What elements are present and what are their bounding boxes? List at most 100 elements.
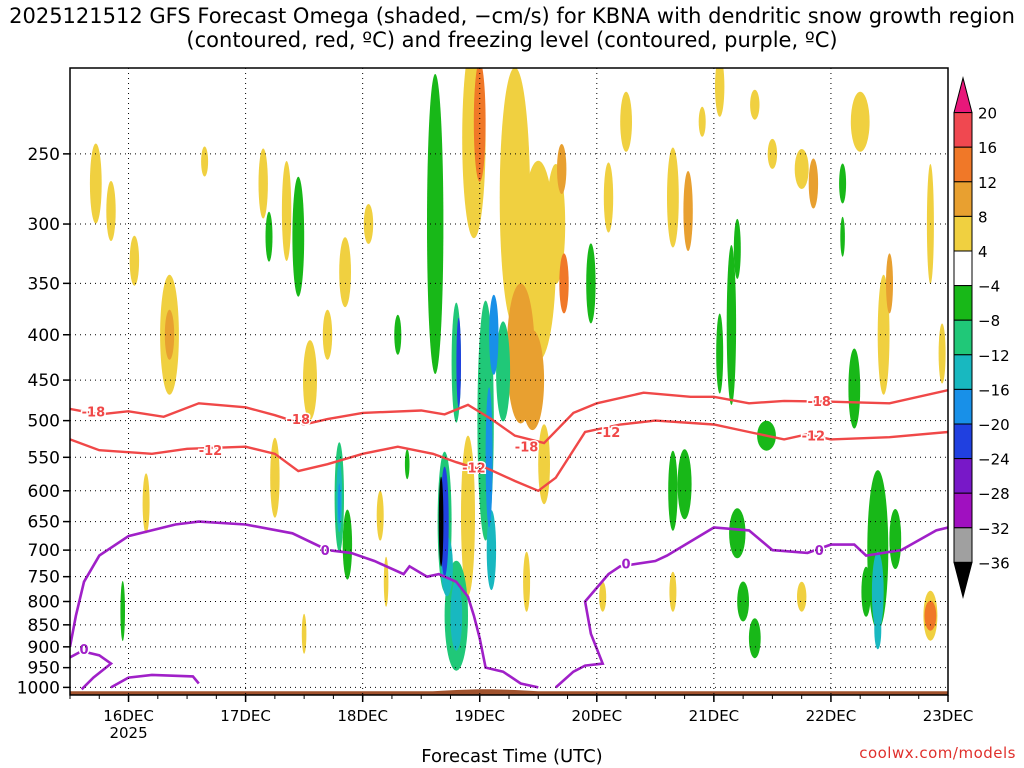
omega-cell: [924, 600, 937, 631]
omega-cell: [394, 314, 402, 355]
x-year-label: 2025: [109, 724, 147, 742]
contour-label: 0: [815, 544, 824, 559]
x-tick-label: 18DEC: [337, 707, 388, 725]
y-tick-label: 450: [28, 371, 60, 391]
colorbar-label: −28: [978, 485, 1010, 503]
y-tick-label: 850: [28, 616, 60, 636]
omega-cell: [767, 138, 778, 169]
omega-cell: [794, 149, 809, 189]
omega-cell: [523, 551, 531, 612]
colorbar-label: −20: [978, 416, 1010, 434]
contour-label: -18: [515, 441, 539, 456]
colorbar-box: [953, 112, 973, 148]
omega-cell: [383, 556, 389, 607]
omega-cell: [677, 449, 692, 520]
freezing-level-contour: [554, 526, 948, 689]
colorbar-label: 8: [978, 208, 988, 226]
omega-cell: [603, 162, 614, 233]
colorbar-box: [953, 423, 973, 460]
colorbar-box: [953, 285, 973, 321]
contour-label: -18: [287, 413, 311, 428]
omega-cell: [797, 581, 807, 612]
omega-cell: [886, 253, 893, 314]
x-axis-title: Forecast Time (UTC): [421, 746, 603, 767]
omega-cell: [750, 89, 760, 120]
omega-cell: [538, 424, 550, 505]
colorbar-label: 4: [978, 243, 988, 261]
omega-cell: [120, 581, 125, 641]
omega-cell: [404, 449, 410, 480]
x-tick-label: 21DEC: [689, 707, 740, 725]
colorbar-label: −24: [978, 451, 1010, 469]
freezing-level-contour: [110, 673, 200, 689]
y-tick-label: 300: [28, 215, 60, 235]
contour-label: -12: [199, 444, 223, 459]
omega-cell: [840, 216, 845, 257]
y-tick-label: 500: [28, 412, 60, 432]
dgz-contour--18: [70, 389, 948, 445]
omega-cell: [258, 148, 268, 219]
contour-label: -18: [82, 405, 106, 420]
omega-cell: [715, 68, 725, 117]
omega-cell: [599, 581, 607, 612]
contour-label: -12: [462, 462, 486, 477]
colorbar-box: [953, 181, 973, 217]
colorbar-box: [953, 250, 973, 287]
colorbar-label: −12: [978, 347, 1010, 365]
colorbar-box: [953, 146, 973, 183]
omega-cell: [850, 91, 870, 152]
y-tick-label: 1000: [17, 678, 60, 698]
omega-cell: [667, 147, 679, 248]
contour-label: -12: [802, 430, 826, 445]
omega-cell: [376, 490, 384, 541]
omega-cell: [363, 204, 374, 244]
colorbar-label: −4: [978, 278, 1000, 296]
contour-label: 0: [80, 643, 89, 658]
omega-cell: [142, 473, 150, 534]
omega-cell: [485, 387, 493, 528]
x-tick-label: 19DEC: [454, 707, 505, 725]
omega-cell: [733, 218, 741, 279]
plot-area: -18 -18 -18 -18 -12 -12 -12 -12 0 0 0 0: [70, 68, 948, 695]
x-tick-label: 16DEC: [103, 707, 154, 725]
colorbar-label: 16: [978, 139, 997, 157]
omega-cell: [871, 551, 884, 632]
y-tick-label: 550: [28, 448, 60, 468]
dgz-contour--12: [70, 419, 948, 493]
omega-cell: [106, 181, 116, 241]
omega-cell: [737, 581, 749, 622]
omega-cell: [461, 435, 475, 596]
colorbar-box: [953, 388, 973, 425]
y-tick-label: 750: [28, 568, 60, 588]
omega-cell: [559, 253, 569, 314]
contour-label: 0: [622, 558, 631, 573]
x-tick-label: 22DEC: [806, 707, 857, 725]
y-tick-label: 650: [28, 513, 60, 533]
omega-cell: [129, 235, 140, 286]
omega-cell: [669, 571, 677, 612]
omega-cell: [281, 161, 292, 261]
x-tick-label: 23DEC: [923, 707, 974, 725]
omega-cell: [889, 509, 902, 569]
credit-link[interactable]: coolwx.com/models: [859, 744, 1016, 762]
omega-cell: [456, 317, 462, 408]
omega-cell: [201, 146, 209, 177]
y-tick-label: 700: [28, 541, 60, 561]
omega-cell: [473, 68, 486, 182]
colorbar-box: [953, 215, 973, 252]
omega-cell: [748, 618, 761, 659]
omega-cell: [339, 237, 351, 308]
y-tick-label: 600: [28, 482, 60, 502]
y-tick-label: 250: [28, 145, 60, 165]
colorbar-box: [953, 458, 973, 494]
omega-cell: [877, 274, 890, 395]
omega-cell: [450, 580, 463, 651]
omega-cell: [496, 321, 511, 422]
y-tick-label: 350: [28, 274, 60, 294]
colorbar-label: 12: [978, 174, 997, 192]
contour-label: 0: [321, 544, 330, 559]
colorbar-box: [953, 319, 973, 356]
colorbar-label: 20: [978, 105, 997, 123]
omega-cell: [489, 294, 499, 375]
